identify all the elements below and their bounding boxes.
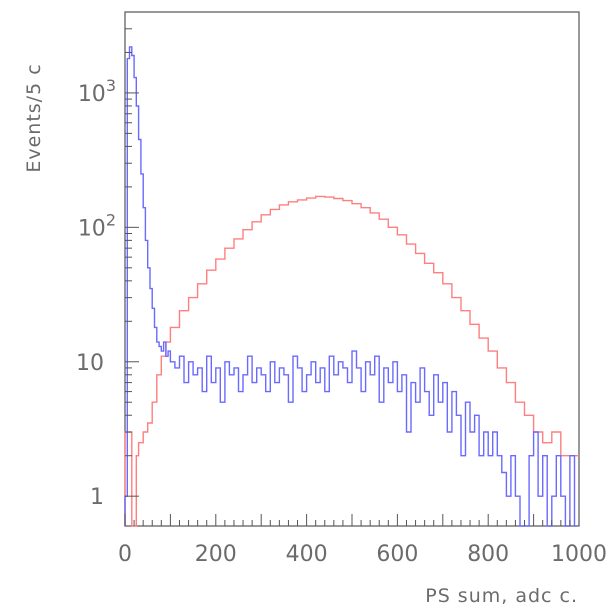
x-tick-label: 400: [286, 542, 328, 567]
x-tick-label: 800: [467, 542, 509, 567]
ticks-layer: [124, 11, 580, 526]
series-line-2: [124, 46, 577, 527]
x-tick-label: 0: [118, 542, 132, 567]
y-axis-title: Events/5 c: [23, 63, 45, 172]
series-layer: [124, 46, 579, 527]
x-tick-label: 1000: [551, 542, 607, 567]
y-tick-label: 1: [90, 485, 104, 510]
tick-labels: 0 200 400 600 800 1000 1 10 102 103: [76, 76, 607, 567]
y-tick-label: 10: [76, 351, 104, 376]
x-tick-label: 200: [195, 542, 237, 567]
x-axis-title: PS sum, adc c.: [425, 585, 578, 607]
x-tick-label: 600: [376, 542, 418, 567]
plot-frame: [124, 11, 580, 527]
series-line-1: [124, 195, 579, 527]
y-tick-label: 102: [78, 210, 116, 241]
y-tick-label: 103: [78, 76, 116, 107]
